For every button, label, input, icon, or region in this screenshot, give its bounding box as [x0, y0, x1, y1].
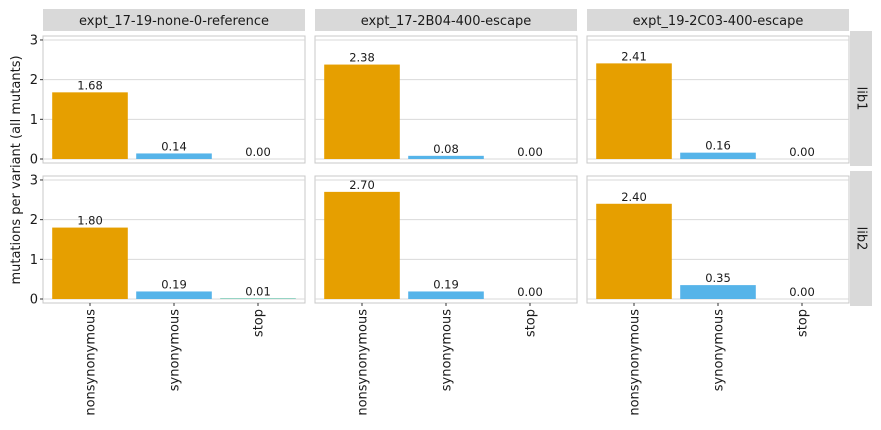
- x-tick-label-synonymous: synonymous: [440, 309, 455, 391]
- bar-value-label-synonymous: 0.16: [705, 139, 731, 153]
- column-strip-label-3: expt_19-2C03-400-escape: [633, 14, 804, 29]
- bar-value-label-synonymous: 0.35: [705, 271, 731, 285]
- y-tick-label: 1: [30, 113, 38, 128]
- column-strip-1: [43, 9, 305, 31]
- bar-value-label-stop: 0.00: [789, 285, 815, 299]
- x-tick-label-stop: stop: [252, 309, 267, 337]
- y-tick-label: 0: [30, 153, 38, 168]
- row-strip-1: [850, 31, 872, 166]
- y-axis-title: mutations per variant (all mutants): [9, 55, 24, 284]
- x-tick-label-synonymous: synonymous: [168, 309, 183, 391]
- panel-expt-17-19-none-0-reference-lib1: 1.68 0.14 0.00: [42, 35, 306, 164]
- bar-synonymous: [408, 155, 484, 159]
- y-tick-label: 2: [30, 73, 38, 88]
- x-tick-label-stop: stop: [524, 309, 539, 337]
- bar-synonymous: [136, 153, 212, 159]
- bar-value-label-nonsynonymous: 2.38: [349, 51, 375, 65]
- bar-synonymous: [680, 285, 756, 299]
- bar-value-label-nonsynonymous: 1.80: [77, 214, 103, 228]
- x-tick-label-nonsynonymous: nonsynonymous: [84, 309, 99, 416]
- row-strip-label-1: lib1: [854, 87, 869, 111]
- bar-value-label-nonsynonymous: 1.68: [77, 78, 103, 92]
- facet-panels: 1.68 0.14 0.00 2.38 0.08 0.00 2.41 0.16 0.00 1.80…: [42, 35, 850, 304]
- bar-nonsynonymous: [52, 92, 128, 159]
- x-tick-label-nonsynonymous: nonsynonymous: [628, 309, 643, 416]
- column-strip-label-1: expt_17-19-none-0-reference: [79, 14, 269, 29]
- bar-value-label-synonymous: 0.19: [161, 277, 187, 291]
- bar-nonsynonymous: [596, 203, 672, 299]
- bar-value-label-stop: 0.01: [245, 285, 271, 299]
- bar-nonsynonymous: [52, 227, 128, 299]
- y-tick-label: 2: [30, 213, 38, 228]
- bar-value-label-stop: 0.00: [245, 145, 271, 159]
- panel-expt-19-2c03-400-escape-lib1: 2.41 0.16 0.00: [586, 35, 850, 164]
- y-tick-label: 1: [30, 253, 38, 268]
- bar-nonsynonymous: [596, 63, 672, 159]
- x-tick-label-stop: stop: [796, 309, 811, 337]
- panel-expt-17-19-none-0-reference-lib2: 1.80 0.19 0.01: [42, 175, 306, 304]
- column-strip-2: [315, 9, 577, 31]
- x-tick-label-synonymous: synonymous: [712, 309, 727, 391]
- bar-value-label-nonsynonymous: 2.41: [621, 49, 647, 63]
- panel-expt-19-2c03-400-escape-lib2: 2.40 0.35 0.00: [586, 175, 850, 304]
- bar-synonymous: [136, 291, 212, 299]
- y-tick-label: 3: [30, 173, 38, 188]
- bar-nonsynonymous: [324, 64, 400, 159]
- x-tick-label-nonsynonymous: nonsynonymous: [356, 309, 371, 416]
- bar-synonymous: [680, 152, 756, 159]
- bar-value-label-synonymous: 0.14: [161, 139, 187, 153]
- bar-value-label-synonymous: 0.08: [433, 142, 459, 156]
- facet-strips: expt_17-19-none-0-reference expt_17-2B04-…: [43, 9, 872, 306]
- bar-value-label-nonsynonymous: 2.70: [349, 178, 375, 192]
- bar-value-label-synonymous: 0.19: [433, 277, 459, 291]
- panel-expt-17-2b04-400-escape-lib2: 2.70 0.19 0.00: [314, 175, 578, 304]
- row-strip-label-2: lib2: [854, 227, 869, 251]
- bar-synonymous: [408, 291, 484, 299]
- column-strip-3: [587, 9, 849, 31]
- y-tick-label: 0: [30, 293, 38, 308]
- bar-value-label-stop: 0.00: [517, 145, 543, 159]
- column-strip-label-2: expt_17-2B04-400-escape: [361, 14, 532, 29]
- panel-expt-17-2b04-400-escape-lib1: 2.38 0.08 0.00: [314, 35, 578, 164]
- y-axes: 0 1 2 3 0 1 2 3: [30, 33, 43, 308]
- bar-value-label-stop: 0.00: [517, 285, 543, 299]
- bar-value-label-stop: 0.00: [789, 145, 815, 159]
- y-tick-label: 3: [30, 33, 38, 48]
- bar-nonsynonymous: [324, 191, 400, 299]
- x-axes: nonsynonymous synonymous stop nonsynonymous…: [84, 303, 811, 416]
- row-strip-2: [850, 171, 872, 306]
- bar-value-label-nonsynonymous: 2.40: [621, 190, 647, 204]
